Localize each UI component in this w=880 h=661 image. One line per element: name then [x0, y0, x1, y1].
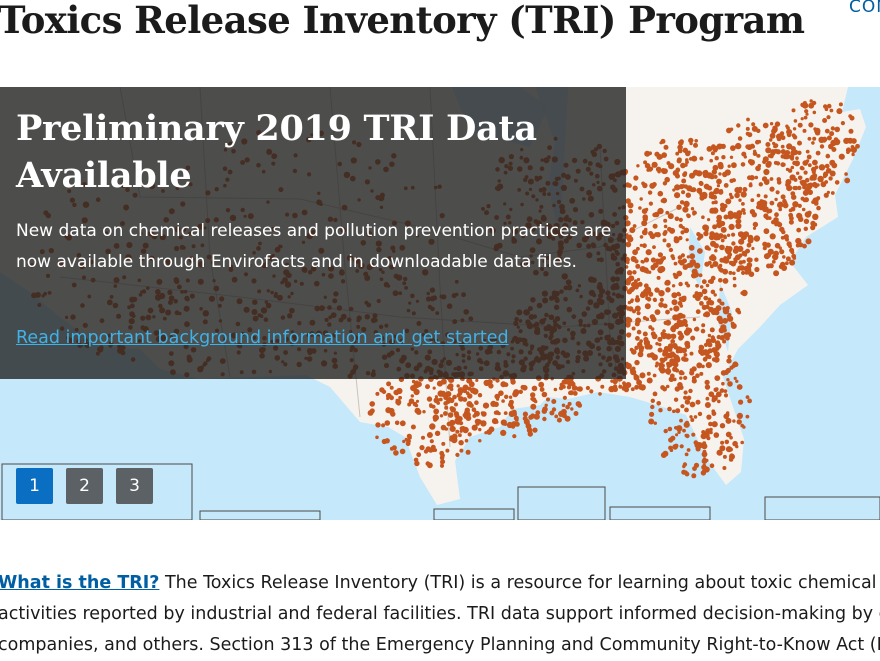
slide-2-button[interactable]: 2: [66, 468, 103, 504]
slide-caption-panel: Preliminary 2019 TRI Data Available New …: [0, 87, 626, 379]
intro-line-2: activities reported by industrial and fe…: [0, 604, 880, 624]
intro-line-1-text: The Toxics Release Inventory (TRI) is a …: [159, 573, 880, 593]
contact-link[interactable]: CON: [849, 0, 880, 17]
intro-line-1: What is the TRI? The Toxics Release Inve…: [0, 568, 880, 599]
page-title: Toxics Release Inventory (TRI) Program: [0, 0, 805, 42]
intro-paragraph: What is the TRI? The Toxics Release Inve…: [0, 568, 880, 661]
intro-line-3: companies, and others. Section 313 of th…: [0, 635, 880, 655]
what-is-tri-link[interactable]: What is the TRI?: [0, 573, 160, 593]
slide-description: New data on chemical releases and pollut…: [16, 221, 612, 272]
hero-carousel: Preliminary 2019 TRI Data Available New …: [0, 87, 880, 520]
slide-title: Preliminary 2019 TRI Data Available: [16, 108, 537, 196]
slide-3-button[interactable]: 3: [116, 468, 153, 504]
slide-1-button[interactable]: 1: [16, 468, 53, 504]
slide-background-info-link[interactable]: Read important background information an…: [16, 328, 509, 348]
